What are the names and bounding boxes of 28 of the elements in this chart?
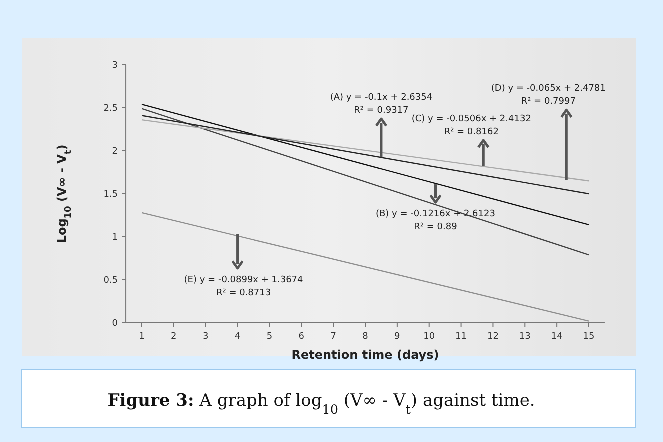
x-tick-label: 12 [487, 332, 499, 342]
x-tick-label: 1 [139, 332, 145, 342]
x-tick-label: 15 [583, 332, 595, 342]
text: Figure 3: A graph of log$_{10}$ (V∞ - V$_{t}$) against time. [108, 391, 536, 418]
x-tick-label: 13 [519, 332, 531, 342]
annotation: (E) y = -0.0899x + 1.3674 R² = 0.8713 [184, 275, 304, 298]
y-tick-label: 3 [112, 61, 118, 72]
y-tick-label: 2.5 [104, 104, 118, 114]
x-tick-label: 11 [456, 332, 468, 342]
x-tick-label: 2 [171, 332, 177, 342]
y-tick-label: 2 [112, 147, 118, 158]
x-tick-label: 9 [394, 332, 401, 342]
y-tick-label: 0 [112, 319, 118, 330]
y-tick-label: 0.5 [104, 276, 118, 286]
x-tick-label: 8 [362, 332, 369, 342]
x-tick-label: 10 [424, 332, 436, 342]
y-tick-label: 1.5 [104, 190, 118, 200]
annotation: (C) y = -0.0506x + 2.4132 R² = 0.8162 [412, 114, 532, 138]
annotation: (B) y = -0.1216x + 2.6123 R² = 0.89 [376, 210, 496, 233]
annotation: (D) y = -0.065x + 2.4781 R² = 0.7997 [491, 84, 606, 108]
y-tick-label: 1 [112, 233, 118, 244]
x-tick-label: 4 [234, 332, 241, 342]
x-tick-label: 5 [266, 332, 273, 342]
x-tick-label: 6 [298, 332, 305, 342]
x-tick-label: 14 [551, 332, 564, 342]
x-tick-label: 7 [330, 332, 336, 342]
x-tick-label: 3 [202, 332, 209, 342]
x-axis-title: Retention time (days) [292, 348, 440, 362]
